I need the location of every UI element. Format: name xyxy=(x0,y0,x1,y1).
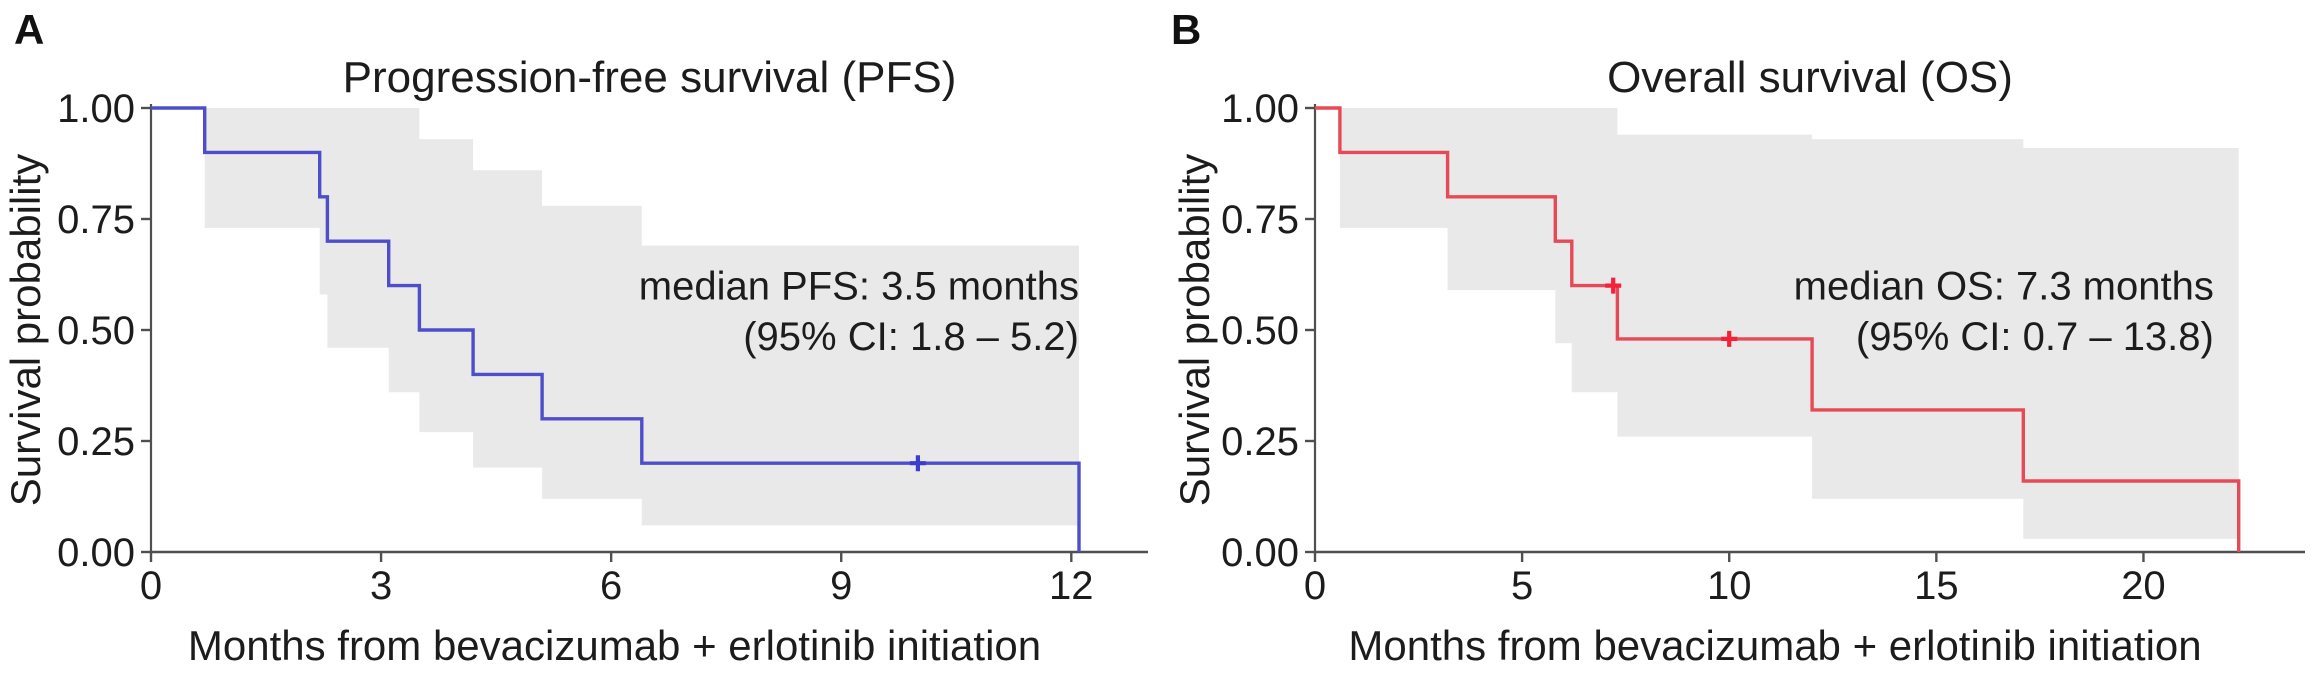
km-curve xyxy=(151,106,1081,552)
median-annotation-line: median PFS: 3.5 months xyxy=(639,265,1079,309)
median-annotation-line: (95% CI: 1.8 – 5.2) xyxy=(743,315,1079,359)
y-tick-label: 0.50 xyxy=(1221,309,1299,353)
x-tick-label: 10 xyxy=(1707,564,1752,608)
x-axis-title: Months from bevacizumab + erlotinib init… xyxy=(1348,622,2201,669)
y-tick-label: 0.75 xyxy=(1221,198,1299,242)
x-axis-title: Months from bevacizumab + erlotinib init… xyxy=(188,622,1041,669)
median-annotation-line: (95% CI: 0.7 – 13.8) xyxy=(1856,315,2214,359)
censor-mark xyxy=(1605,277,1622,294)
y-tick-label: 0.00 xyxy=(1221,531,1299,575)
y-tick-label: 1.00 xyxy=(57,87,135,131)
x-tick-label: 20 xyxy=(2121,564,2166,608)
x-tick-label: 6 xyxy=(600,564,622,608)
panel-label-b: B xyxy=(1171,6,1202,53)
panel-label-a: A xyxy=(14,6,45,53)
median-annotation-line: median OS: 7.3 months xyxy=(1794,265,2214,309)
ci-band xyxy=(204,108,1079,526)
panel-pfs: A 0 3 6 9 12 0.00 0.25 0.50 0.75 1.00 median PFS: … xyxy=(2,6,1148,669)
chart-title: Progression-free survival (PFS) xyxy=(343,53,957,102)
x-tick-label: 12 xyxy=(1049,564,1094,608)
y-axis-title: Survival probability xyxy=(2,154,49,507)
y-tick-label: 0.50 xyxy=(57,309,135,353)
km-curve xyxy=(1315,106,2241,552)
y-tick-label: 0.75 xyxy=(57,198,135,242)
os-km-chart: 0 5 10 15 20 0.00 0.25 0.50 0.75 1.00 median OS: 7… xyxy=(1171,53,2305,669)
x-tick-label: 3 xyxy=(370,564,392,608)
ci-band xyxy=(1339,108,2239,539)
panel-os: B 0 5 10 15 20 0.00 0.25 0.50 0.75 1.00 median OS:… xyxy=(1157,0,2314,676)
y-tick-label: 0.25 xyxy=(57,420,135,464)
y-tick-label: 0.00 xyxy=(57,531,135,575)
y-tick-label: 1.00 xyxy=(1221,87,1299,131)
censor-mark xyxy=(909,455,926,472)
y-tick-label: 0.25 xyxy=(1221,420,1299,464)
chart-title: Overall survival (OS) xyxy=(1607,53,2013,102)
x-tick-label: 9 xyxy=(830,564,852,608)
x-tick-label: 0 xyxy=(140,564,162,608)
x-tick-label: 5 xyxy=(1511,564,1533,608)
x-tick-label: 0 xyxy=(1304,564,1326,608)
y-axis-title: Survival probability xyxy=(1171,154,1218,507)
x-tick-label: 15 xyxy=(1914,564,1959,608)
pfs-km-chart: 0 3 6 9 12 0.00 0.25 0.50 0.75 1.00 median PFS: 3.… xyxy=(2,53,1148,669)
censor-mark xyxy=(1721,330,1738,347)
